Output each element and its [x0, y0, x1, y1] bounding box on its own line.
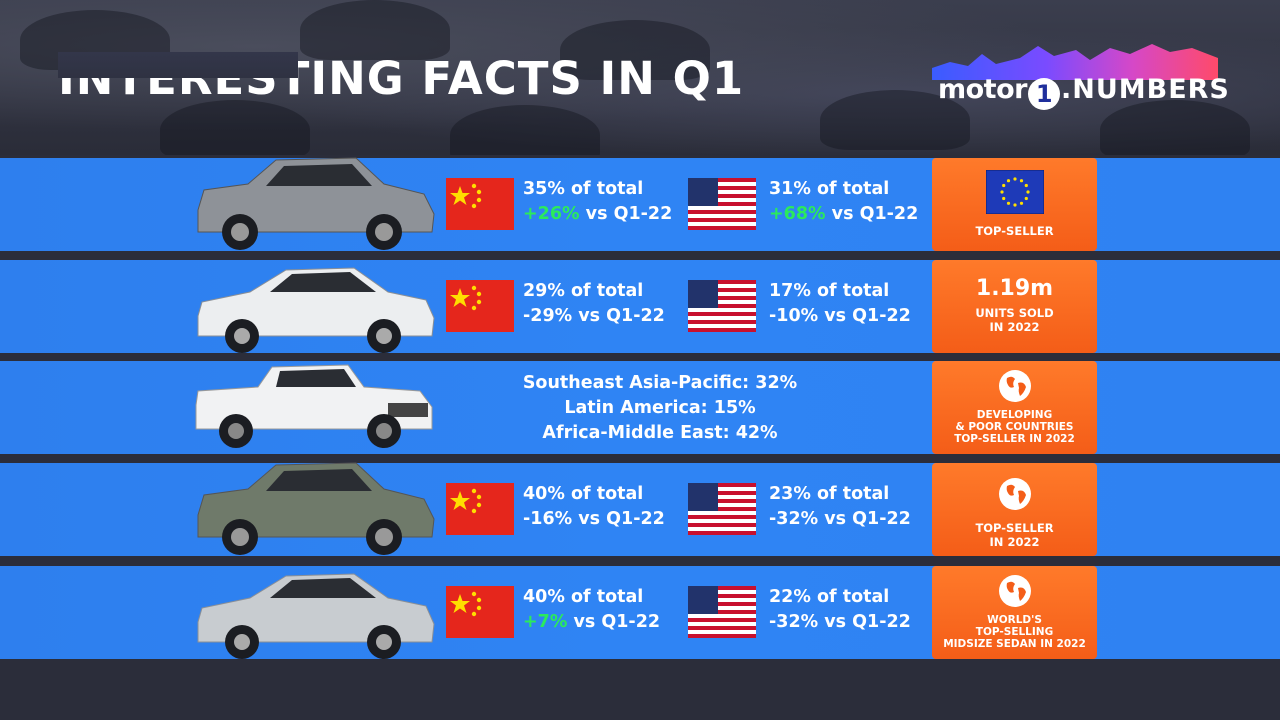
- china-flag-icon: [446, 483, 514, 535]
- china-flag-icon: [446, 280, 514, 332]
- highlight-badge: 1.19m UNITS SOLD IN 2022: [932, 260, 1097, 353]
- china-stat: 40% of total +7% vs Q1-22: [523, 585, 660, 635]
- highlight-badge: DEVELOPING & POOR COUNTRIES TOP-SELLER IN …: [932, 361, 1097, 454]
- share-text: 23% of total: [769, 484, 890, 504]
- pickup-truck-icon: [195, 364, 433, 448]
- region-item: Africa-Middle East: 42%: [542, 423, 778, 443]
- usa-stat: 31% of total +68% vs Q1-22: [769, 177, 918, 227]
- background-car-shape: [160, 100, 310, 155]
- usa-stat: 22% of total -32% vs Q1-22: [769, 585, 911, 635]
- logo-wordmark: motor 1 .NUMBERS: [938, 74, 1230, 110]
- badge-text: IN 2022: [989, 535, 1040, 549]
- change-text: -32% vs Q1-22: [769, 610, 911, 635]
- share-text: 17% of total: [769, 281, 890, 301]
- fact-row: 35% of total +26% vs Q1-22 31% of total …: [0, 157, 1280, 251]
- china-stat: 29% of total -29% vs Q1-22: [523, 279, 665, 329]
- background-car-shape: [560, 20, 710, 80]
- change-text: -10% vs Q1-22: [769, 304, 911, 329]
- motor1-numbers-logo: motor 1 .NUMBERS: [930, 38, 1229, 110]
- badge-text: TOP-SELLER: [975, 521, 1054, 535]
- sedan-car-icon: [197, 267, 435, 353]
- badge-text: WORLD'S: [987, 614, 1042, 626]
- share-text: 31% of total: [769, 179, 890, 199]
- change-suffix: vs Q1-22: [818, 612, 911, 632]
- change-value: -29%: [523, 306, 573, 326]
- change-text: -29% vs Q1-22: [523, 304, 665, 329]
- globe-icon: [998, 575, 1031, 607]
- highlight-badge: TOP-SELLER IN 2022: [932, 463, 1097, 556]
- change-value: -32%: [769, 612, 819, 632]
- background-car-shape: [450, 105, 600, 155]
- logo-motor: motor: [938, 74, 1027, 105]
- change-value: -10%: [769, 306, 819, 326]
- usa-flag-icon: [688, 178, 756, 230]
- usa-flag-icon: [688, 280, 756, 332]
- region-item: Southeast Asia-Pacific: 32%: [522, 373, 798, 393]
- badge-text: DEVELOPING: [976, 409, 1053, 421]
- share-text: 40% of total: [523, 587, 644, 607]
- globe-icon: [998, 370, 1031, 402]
- footer: [0, 660, 1280, 720]
- change-value: -32%: [769, 509, 819, 529]
- region-item: Latin America: 15%: [564, 398, 756, 418]
- regions-list: Southeast Asia-Pacific: 32% Latin America…: [420, 371, 900, 446]
- sedan-car-icon: [197, 573, 435, 659]
- china-flag-icon: [446, 178, 514, 230]
- change-text: +26% vs Q1-22: [523, 202, 672, 227]
- change-suffix: vs Q1-22: [825, 204, 919, 224]
- badge-text: TOP-SELLER: [975, 224, 1054, 238]
- eu-flag-icon: [985, 170, 1044, 214]
- share-text: 29% of total: [523, 281, 644, 301]
- change-suffix: vs Q1-22: [572, 509, 665, 529]
- share-text: 22% of total: [769, 587, 890, 607]
- share-text: 35% of total: [523, 179, 644, 199]
- logo-mountains-icon: [932, 44, 1218, 80]
- background-car-shape: [1100, 100, 1250, 155]
- usa-flag-icon: [688, 586, 756, 638]
- usa-stat: 17% of total -10% vs Q1-22: [769, 279, 911, 329]
- badge-text: UNITS SOLD: [975, 306, 1054, 320]
- suv-car-icon: [197, 462, 435, 555]
- globe-icon: [998, 478, 1031, 510]
- badge-text: IN 2022: [989, 320, 1040, 334]
- share-text: 40% of total: [523, 484, 644, 504]
- badge-text: TOP-SELLER IN 2022: [954, 433, 1075, 445]
- change-suffix: vs Q1-22: [579, 204, 673, 224]
- change-value: -16%: [523, 509, 573, 529]
- change-value: +26%: [523, 204, 580, 224]
- change-text: -16% vs Q1-22: [523, 507, 665, 532]
- highlight-badge: WORLD'S TOP-SELLING MIDSIZE SEDAN IN 2022: [932, 566, 1097, 659]
- usa-flag-icon: [688, 483, 756, 535]
- title-overlay: [58, 52, 298, 78]
- change-text: -32% vs Q1-22: [769, 507, 911, 532]
- change-suffix: vs Q1-22: [818, 509, 911, 529]
- fact-row: 40% of total +7% vs Q1-22 22% of total -…: [0, 566, 1280, 659]
- logo-numbers: .NUMBERS: [1060, 74, 1230, 105]
- change-suffix: vs Q1-22: [818, 306, 911, 326]
- change-value: +68%: [769, 204, 826, 224]
- background-car-shape: [300, 0, 450, 60]
- china-stat: 40% of total -16% vs Q1-22: [523, 482, 665, 532]
- change-suffix: vs Q1-22: [567, 612, 661, 632]
- china-flag-icon: [446, 586, 514, 638]
- change-text: +7% vs Q1-22: [523, 610, 660, 635]
- change-text: +68% vs Q1-22: [769, 202, 918, 227]
- fact-row: 40% of total -16% vs Q1-22 23% of total …: [0, 462, 1280, 556]
- change-value: +7%: [523, 612, 568, 632]
- suv-car-icon: [197, 157, 435, 250]
- background-car-shape: [820, 90, 970, 150]
- china-stat: 35% of total +26% vs Q1-22: [523, 177, 672, 227]
- fact-row: 29% of total -29% vs Q1-22 17% of total …: [0, 260, 1280, 353]
- highlight-badge: TOP-SELLER: [932, 158, 1097, 251]
- badge-big-value: 1.19m: [975, 276, 1054, 301]
- badge-text: & POOR COUNTRIES: [955, 421, 1074, 433]
- change-suffix: vs Q1-22: [572, 306, 665, 326]
- fact-row: Southeast Asia-Pacific: 32% Latin America…: [0, 361, 1280, 454]
- badge-text: MIDSIZE SEDAN IN 2022: [943, 638, 1086, 650]
- usa-stat: 23% of total -32% vs Q1-22: [769, 482, 911, 532]
- badge-text: TOP-SELLING: [975, 626, 1054, 638]
- logo-one-badge: 1: [1027, 78, 1060, 110]
